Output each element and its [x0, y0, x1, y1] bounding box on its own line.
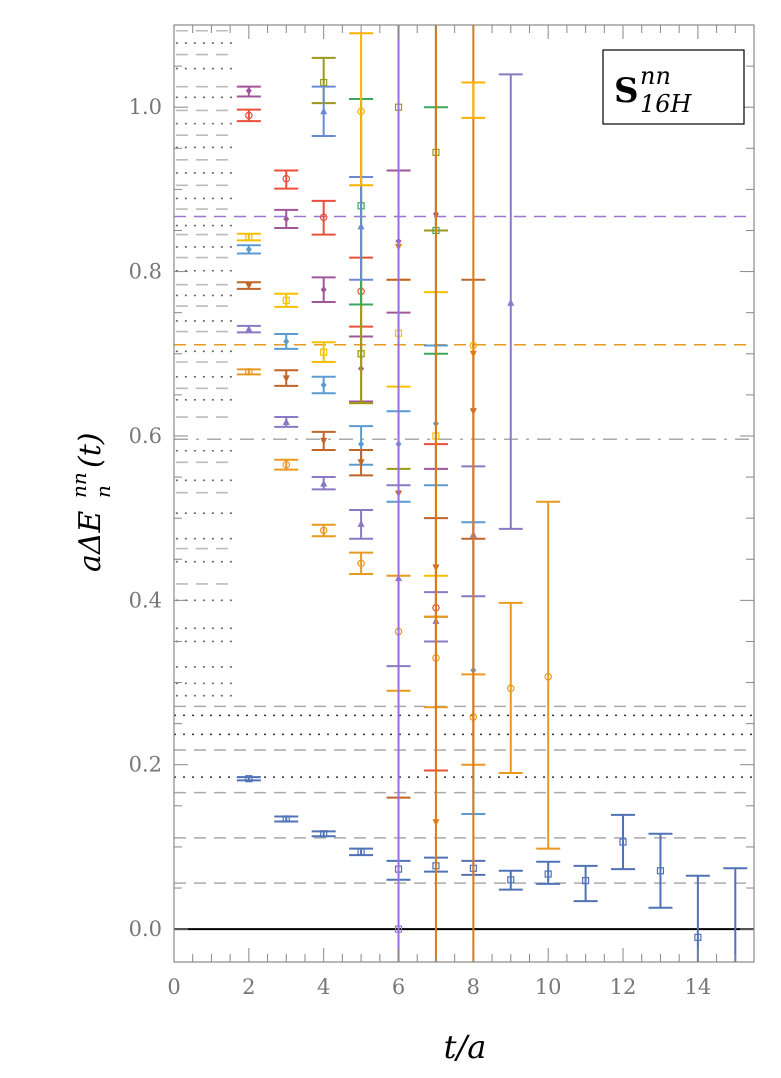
data-point-downtriangle — [432, 819, 440, 827]
data-point-triangle — [507, 298, 515, 306]
data-point-circle — [357, 559, 365, 568]
series-purple-triangle — [236, 73, 523, 668]
y-axis-label-sub: n — [91, 485, 115, 498]
data-point-circle — [544, 672, 552, 681]
legend-label-sub: 16H — [640, 90, 693, 118]
data-point-circle — [357, 107, 365, 116]
y-tick-label: 0.4 — [129, 588, 162, 612]
data-point-downtriangle — [469, 350, 477, 358]
data-point-circle — [469, 341, 478, 350]
data-point-square — [694, 933, 702, 941]
series-violet-wide — [394, 25, 403, 962]
legend-box: S nn 16H — [602, 49, 745, 125]
series-red-circle — [236, 108, 448, 772]
data-point-diamond — [358, 440, 365, 448]
data-point-square — [357, 350, 365, 358]
data-point-square — [619, 838, 627, 846]
x-tick-label: 6 — [392, 975, 405, 999]
data-point-circle — [282, 174, 291, 183]
data-point-downtriangle — [245, 282, 253, 290]
data-point-square — [507, 876, 515, 884]
data-point-downtriangle — [282, 375, 290, 383]
data-point-square — [282, 815, 290, 823]
y-tick-label: 0.8 — [129, 260, 162, 284]
series-yellow-square — [236, 232, 448, 577]
data-point-diamond — [320, 381, 327, 389]
data-point-circle — [319, 526, 328, 535]
x-tick-label: 4 — [317, 975, 330, 999]
data-point-circle — [245, 368, 253, 376]
legend-label-sup: nn — [640, 62, 671, 90]
data-point-triangle — [282, 417, 290, 425]
data-point-triangle — [245, 325, 253, 333]
data-point-triangle — [357, 222, 365, 230]
series-darkorange-wide — [395, 25, 477, 962]
y-tick-label: 0.6 — [129, 424, 162, 448]
x-tick-label: 10 — [535, 975, 562, 999]
series-blue-triangle — [311, 85, 374, 281]
y-axis-label: aΔE nn n (t) — [67, 433, 115, 572]
x-tick-label: 12 — [610, 975, 637, 999]
data-point-downtriangle — [320, 437, 328, 445]
y-tick-label: 1.0 — [129, 95, 162, 119]
series-magenta-diamond — [236, 25, 448, 470]
data-point-square — [544, 870, 552, 878]
reference-lines — [174, 215, 754, 931]
x-tick-label: 8 — [467, 975, 480, 999]
data-point-diamond — [245, 87, 252, 95]
y-tick-label: 0.2 — [129, 753, 162, 777]
plot-frame — [173, 24, 755, 963]
data-point-square — [656, 867, 665, 875]
data-series — [236, 25, 748, 962]
data-point-diamond — [245, 245, 252, 253]
y-tick-label: 0.0 — [129, 917, 162, 941]
data-point-square — [320, 78, 328, 87]
spectrum-levels — [175, 29, 232, 697]
series-olive-square — [311, 25, 448, 470]
legend-label-base: S — [614, 71, 638, 111]
data-point-square — [582, 877, 590, 885]
series-blue-square — [236, 775, 748, 962]
data-point-diamond — [283, 215, 290, 223]
data-point-circle — [282, 460, 291, 469]
data-point-triangle — [320, 107, 328, 115]
x-tick-label: 14 — [685, 975, 712, 999]
data-point-circle — [506, 684, 515, 693]
data-point-circle — [245, 111, 253, 120]
data-point-square — [245, 775, 253, 783]
data-point-diamond — [283, 337, 290, 345]
data-point-diamond — [320, 286, 327, 294]
y-axis-label-sup: nn — [67, 472, 91, 498]
data-point-downtriangle — [357, 459, 365, 467]
x-tick-label: 0 — [167, 975, 180, 999]
series-gold-wide — [349, 32, 486, 350]
data-point-triangle — [357, 519, 365, 527]
data-point-triangle — [320, 479, 328, 487]
data-point-square — [320, 830, 328, 838]
data-point-square — [357, 848, 365, 856]
x-tick-label: 2 — [242, 975, 255, 999]
x-axis-label: t/a — [444, 1028, 487, 1066]
y-axis-label-main: aΔE — [73, 510, 108, 572]
y-axis-label-tail: (t) — [73, 433, 108, 468]
data-point-square — [394, 925, 403, 933]
data-point-circle — [319, 213, 328, 222]
data-point-square — [320, 348, 328, 356]
data-point-square — [245, 233, 253, 241]
axes: 0 2 4 6 8 10 12 14 0.0 0.2 0.4 0.6 0.8 1.0 — [129, 24, 755, 999]
data-point-square — [282, 296, 290, 304]
